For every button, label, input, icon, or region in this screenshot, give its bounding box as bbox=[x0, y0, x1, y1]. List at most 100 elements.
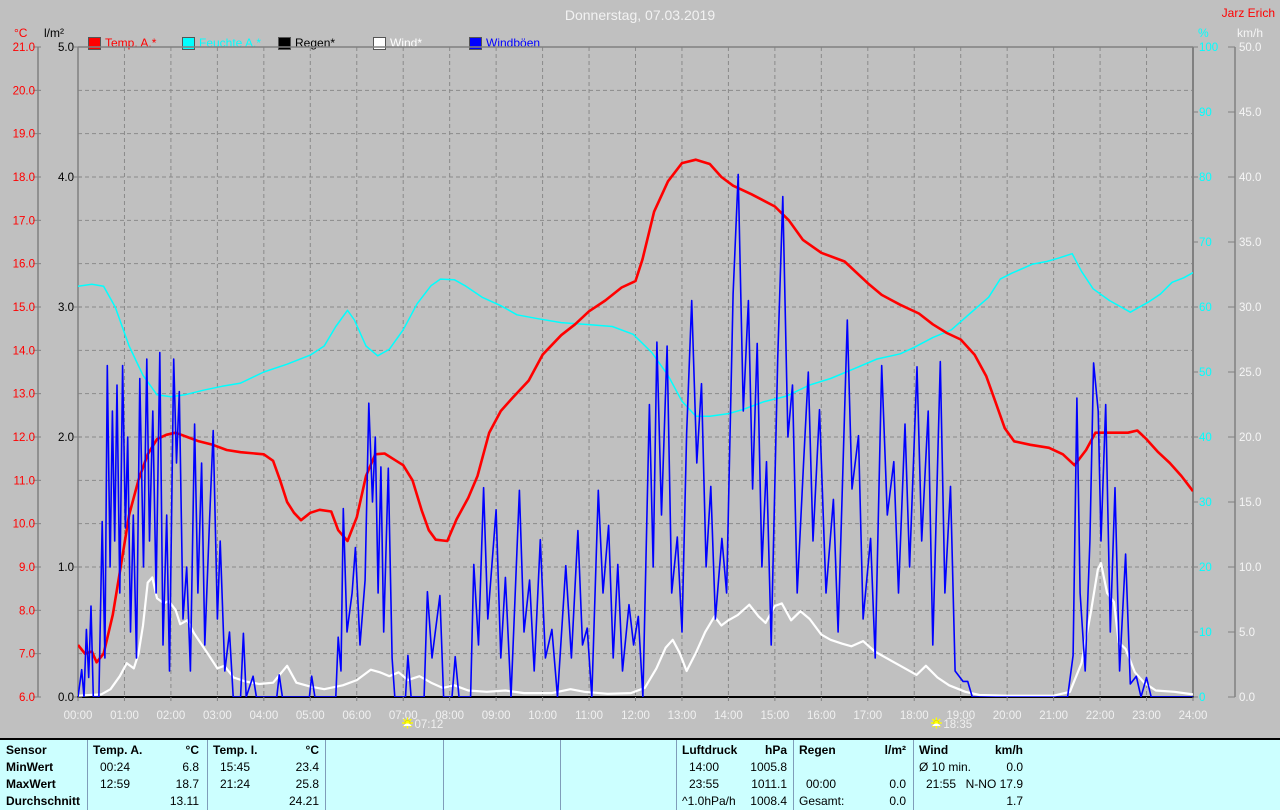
table-column-divider bbox=[87, 740, 88, 810]
x-tick-label: 15:00 bbox=[760, 710, 789, 722]
sun-marker-time: 18:35 bbox=[943, 719, 972, 731]
table-row-label: Durchschnitt bbox=[6, 794, 81, 808]
x-tick-label: 23:00 bbox=[1132, 710, 1161, 722]
table-row-label: MinWert bbox=[6, 760, 54, 774]
series-wind bbox=[78, 561, 1193, 697]
x-tick-label: 04:00 bbox=[249, 710, 278, 722]
table-col-header: Temp. A. °C bbox=[93, 743, 199, 757]
humidity_pct-tick-label: 40 bbox=[1199, 432, 1212, 444]
x-tick-label: 02:00 bbox=[157, 710, 186, 722]
table-row-label: MaxWert bbox=[6, 777, 56, 791]
x-tick-label: 22:00 bbox=[1086, 710, 1115, 722]
table-column-divider bbox=[207, 740, 208, 810]
x-tick-label: 07:00 bbox=[389, 710, 418, 722]
x-tick-label: 00:00 bbox=[64, 710, 93, 722]
series-windböen bbox=[78, 173, 1193, 697]
x-tick-label: 06:00 bbox=[342, 710, 371, 722]
x-tick-label: 14:00 bbox=[714, 710, 743, 722]
rain_lm2-tick-label: 3.0 bbox=[58, 302, 74, 314]
temp_c-tick-label: 15.0 bbox=[13, 302, 35, 314]
table-col-header: Wind km/h bbox=[919, 743, 1023, 757]
temp_c-tick-label: 13.0 bbox=[13, 389, 35, 401]
weather-chart[interactable]: 21.0 20.0 19.0 18.0 17.0 16.0 15.0 14.0 13.0 12.0… bbox=[0, 0, 1280, 743]
humidity_pct-tick-label: 70 bbox=[1199, 237, 1212, 249]
rain-axis-unit-label: l/m² bbox=[44, 26, 64, 40]
table-column-divider bbox=[793, 740, 794, 810]
sunset-marker: 18:35 bbox=[930, 717, 972, 731]
humidity_pct-tick-label: 90 bbox=[1199, 107, 1212, 119]
rain_lm2-tick-label: 2.0 bbox=[58, 432, 74, 444]
x-tick-label: 01:00 bbox=[110, 710, 139, 722]
temp_c-tick-label: 6.0 bbox=[19, 692, 35, 704]
wind_kmh-tick-label: 25.0 bbox=[1239, 367, 1261, 379]
humidity_pct-tick-label: 20 bbox=[1199, 562, 1212, 574]
x-tick-label: 05:00 bbox=[296, 710, 325, 722]
temp_c-tick-label: 16.0 bbox=[13, 259, 35, 271]
temp_c-tick-label: 8.0 bbox=[19, 605, 35, 617]
x-tick-label: 12:00 bbox=[621, 710, 650, 722]
table-column-divider bbox=[325, 740, 326, 810]
sun-marker-time: 07:12 bbox=[415, 719, 444, 731]
temp_c-tick-label: 12.0 bbox=[13, 432, 35, 444]
rain_lm2-tick-label: 1.0 bbox=[58, 562, 74, 574]
x-tick-label: 20:00 bbox=[993, 710, 1022, 722]
rain_lm2-tick-label: 5.0 bbox=[58, 42, 74, 54]
humidity_pct-tick-label: 50 bbox=[1199, 367, 1212, 379]
x-tick-label: 09:00 bbox=[482, 710, 511, 722]
table-column-divider bbox=[913, 740, 914, 810]
temp_c-tick-label: 9.0 bbox=[19, 562, 35, 574]
temp_c-tick-label: 19.0 bbox=[13, 129, 35, 141]
x-tick-label: 18:00 bbox=[900, 710, 929, 722]
humidity_pct-tick-label: 30 bbox=[1199, 497, 1212, 509]
wind_kmh-tick-label: 40.0 bbox=[1239, 172, 1261, 184]
sunrise-marker: 07:12 bbox=[402, 717, 444, 731]
x-tick-label: 13:00 bbox=[668, 710, 697, 722]
table-cell: Ø 10 min. 0.0 bbox=[919, 760, 1023, 774]
temp_c-tick-label: 7.0 bbox=[19, 649, 35, 661]
table-column-divider bbox=[560, 740, 561, 810]
table-cell: 00:00 0.0 bbox=[806, 777, 906, 791]
wind_kmh-tick-label: 5.0 bbox=[1239, 627, 1255, 639]
temp_c-tick-label: 20.0 bbox=[13, 85, 35, 97]
wind_kmh-tick-label: 10.0 bbox=[1239, 562, 1261, 574]
table-cell: 23:55 1011.1 bbox=[689, 777, 787, 791]
weather-chart-canvas[interactable]: 21.0 20.0 19.0 18.0 17.0 16.0 15.0 14.0 13.0 12.0… bbox=[0, 0, 1280, 738]
temp_c-tick-label: 17.0 bbox=[13, 215, 35, 227]
x-tick-label: 21:00 bbox=[1039, 710, 1068, 722]
page-title: Donnerstag, 07.03.2019 bbox=[564, 7, 716, 23]
table-col-header: Luftdruck hPa bbox=[682, 743, 787, 757]
table-cell: 14:00 1005.8 bbox=[689, 760, 787, 774]
x-tick-label: 19:00 bbox=[946, 710, 975, 722]
wind_kmh-tick-label: 35.0 bbox=[1239, 237, 1261, 249]
rain_lm2-tick-label: 0.0 bbox=[58, 692, 74, 704]
wind-axis-unit-label: km/h bbox=[1237, 26, 1264, 40]
x-tick-label: 24:00 bbox=[1179, 710, 1208, 722]
table-column-divider bbox=[443, 740, 444, 810]
humidity_pct-tick-label: 80 bbox=[1199, 172, 1212, 184]
humidity_pct-tick-label: 0 bbox=[1199, 692, 1205, 704]
table-col-header: Temp. I. °C bbox=[213, 743, 319, 757]
wind_kmh-tick-label: 0.0 bbox=[1239, 692, 1255, 704]
table-cell bbox=[799, 759, 906, 776]
table-cell: Gesamt: 0.0 bbox=[799, 794, 906, 808]
temp_c-tick-label: 10.0 bbox=[13, 519, 35, 531]
table-column-divider bbox=[676, 740, 677, 810]
humidity-axis-unit-label: % bbox=[1198, 26, 1209, 40]
series-feuchtea bbox=[78, 252, 1193, 417]
x-tick-label: 17:00 bbox=[853, 710, 882, 722]
table-cell: ^1.0hPa/h 1008.4 bbox=[682, 794, 787, 808]
table-col-header: Regen l/m² bbox=[799, 743, 906, 757]
x-tick-label: 10:00 bbox=[528, 710, 557, 722]
x-tick-label: 16:00 bbox=[807, 710, 836, 722]
table-cell: 24.21 bbox=[288, 794, 319, 808]
humidity_pct-tick-label: 60 bbox=[1199, 302, 1212, 314]
temp_c-tick-label: 11.0 bbox=[13, 475, 35, 487]
humidity_pct-tick-label: 100 bbox=[1199, 42, 1218, 54]
table-row-label: Sensor bbox=[6, 743, 47, 757]
table-cell: 21:55 N-NO 17.9 bbox=[926, 777, 1023, 791]
wind_kmh-tick-label: 15.0 bbox=[1239, 497, 1261, 509]
table-cell: 1.7 bbox=[1006, 794, 1023, 808]
temp_c-tick-label: 21.0 bbox=[13, 42, 35, 54]
wind_kmh-tick-label: 20.0 bbox=[1239, 432, 1261, 444]
